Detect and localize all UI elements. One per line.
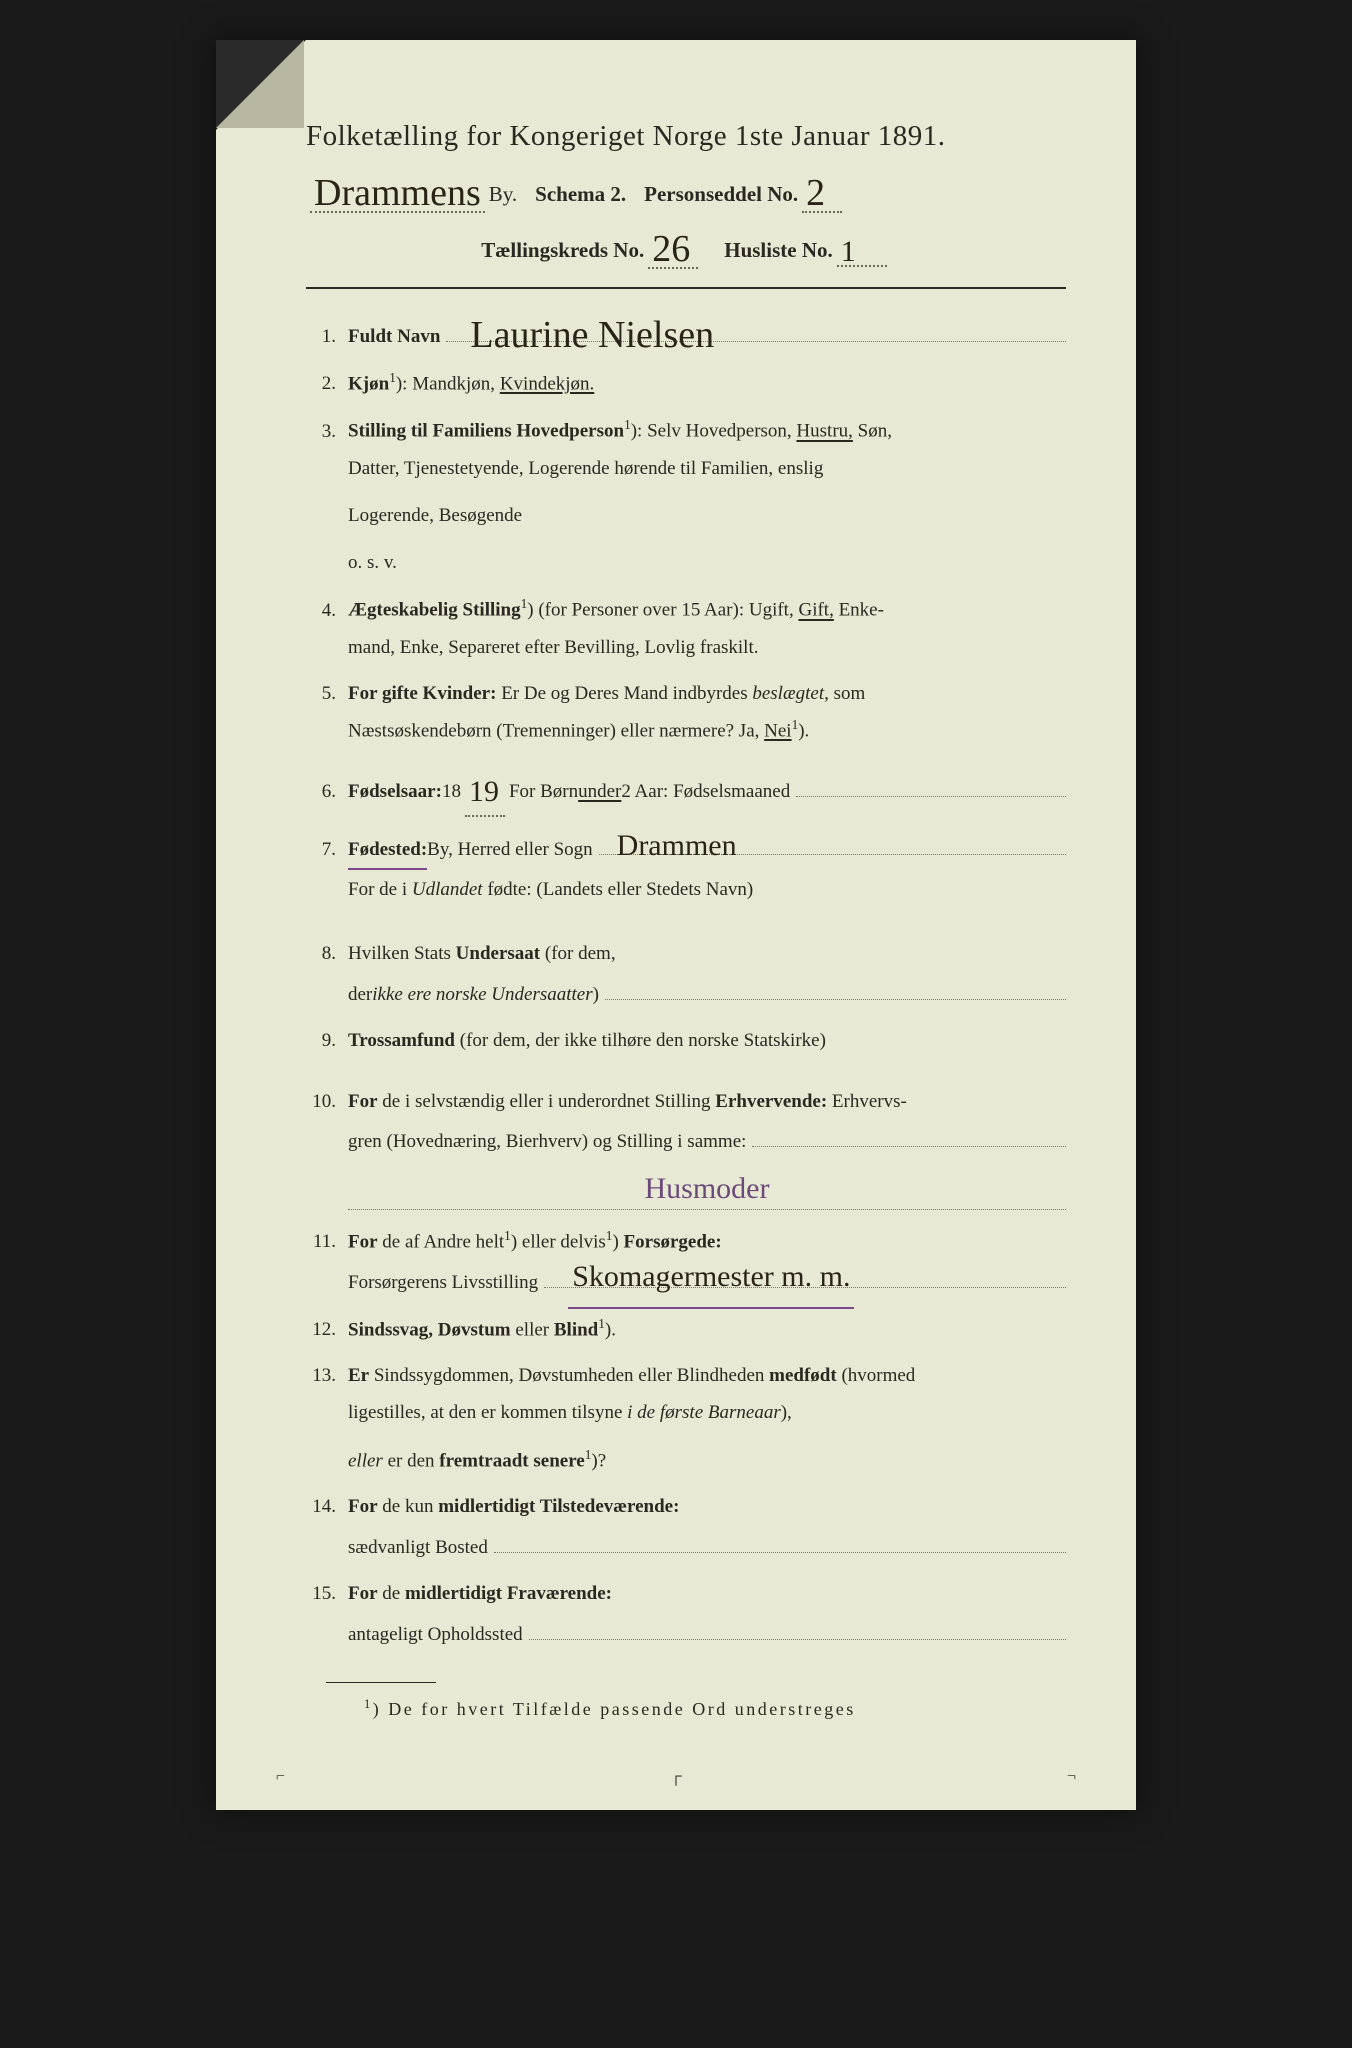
kreds-no: 26 (648, 228, 694, 270)
footnote-rule (326, 1682, 436, 1683)
item-15: 15. For de midlertidigt Fraværende: (306, 1577, 1066, 1611)
gift-selected: Gift, (798, 600, 833, 621)
kjon-selected: Kvindekjøn. (500, 373, 594, 394)
item-6: 6. Fødselsaar: 1819 For Børn under 2 Aar… (306, 761, 1066, 817)
personseddel-label: Personseddel No. (644, 182, 798, 207)
header-row-1: Drammens By. Schema 2. Personseddel No. … (306, 167, 1066, 213)
husliste-no: 1 (837, 235, 860, 268)
item-9: 9. Trossamfund (for dem, der ikke tilhør… (306, 1024, 1066, 1058)
stilling-selected: Hustru, (796, 421, 852, 442)
by-suffix: By. (489, 182, 517, 207)
item-4: 4. Ægteskabelig Stilling1) (for Personer… (306, 592, 1066, 628)
item-8: 8. Hvilken Stats Undersaat (for dem, (306, 937, 1066, 971)
husliste-label: Husliste No. (724, 238, 833, 263)
form-title: Folketælling for Kongeriget Norge 1ste J… (306, 120, 1066, 153)
registration-marks: ⌐ ┌ ¬ (216, 1768, 1136, 1786)
by-handwritten: Drammens (310, 172, 485, 214)
personseddel-no: 2 (802, 172, 829, 214)
header-rule (306, 287, 1066, 289)
item-13: 13. Er Sindssygdommen, Døvstumheden elle… (306, 1359, 1066, 1393)
item1-label: Fuldt Navn (348, 320, 440, 354)
birth-year-hw: 19 (465, 775, 503, 808)
reg-mark-center: ┌ (670, 1768, 681, 1786)
item-1: 1. Fuldt Navn Laurine Nielsen (306, 315, 1066, 354)
item-12: 12. Sindssvag, Døvstum eller Blind1). (306, 1312, 1066, 1348)
provider-hw: Skomagermester m. m. (568, 1249, 854, 1309)
item-5: 5. For gifte Kvinder: Er De og Deres Man… (306, 677, 1066, 711)
nei-selected: Nei (764, 720, 791, 741)
item-2: 2. Kjøn1): Mandkjøn, Kvindekjøn. (306, 366, 1066, 402)
occupation-hw: Husmoder (641, 1172, 774, 1209)
header-row-2: Tællingskreds No. 26 Husliste No. 1 (306, 223, 1066, 269)
census-form-page: Folketælling for Kongeriget Norge 1ste J… (216, 40, 1136, 1810)
item1-name-hw: Laurine Nielsen (466, 301, 718, 369)
reg-mark-left: ⌐ (276, 1768, 285, 1786)
birthplace-hw: Drammen (613, 819, 741, 873)
reg-mark-right: ¬ (1067, 1768, 1076, 1786)
kreds-label: Tællingskreds No. (481, 238, 644, 263)
item-14: 14. For de kun midlertidigt Tilstedevære… (306, 1490, 1066, 1524)
schema-label: Schema 2. (535, 182, 626, 207)
dog-ear-fold (216, 40, 306, 130)
item-7: 7. Fødested: By, Herred eller Sogn Dramm… (306, 829, 1066, 871)
footnote: 1) De for hvert Tilfælde passende Ord un… (306, 1697, 1066, 1720)
item-3: 3. Stilling til Familiens Hovedperson1):… (306, 413, 1066, 449)
item-10: 10. For de i selvstændig eller i underor… (306, 1085, 1066, 1119)
